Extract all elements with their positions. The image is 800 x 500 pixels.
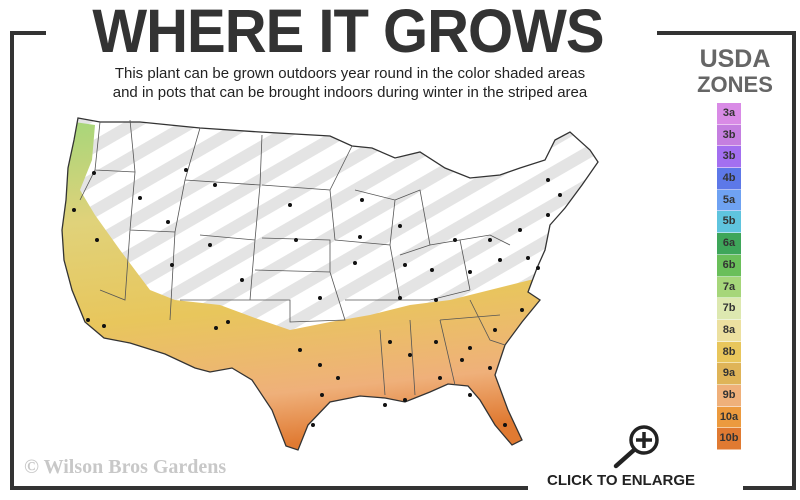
city-marker — [493, 328, 497, 332]
city-marker — [488, 366, 492, 370]
state-borders — [79, 119, 511, 396]
city-marker — [240, 278, 244, 282]
city-marker — [434, 298, 438, 302]
city-marker — [214, 326, 218, 330]
city-marker — [383, 403, 387, 407]
frame-left — [10, 31, 14, 489]
city-marker — [546, 213, 550, 217]
legend-zone-5b: 5b — [717, 211, 741, 234]
legend-zone-9a: 9a — [717, 363, 741, 385]
legend-zone-6a: 6a — [717, 233, 741, 255]
city-marker — [318, 363, 322, 367]
city-marker — [453, 238, 457, 242]
city-marker — [318, 296, 322, 300]
legend-title: USDA ZONES — [682, 46, 788, 98]
legend-zone-7b: 7b — [717, 298, 741, 320]
city-marker — [434, 340, 438, 344]
legend-zone-3a: 3a — [717, 103, 741, 125]
legend-zone-8a: 8a — [717, 319, 741, 342]
frame-bottom-left — [10, 486, 528, 490]
legend-zone-10b: 10b — [717, 428, 741, 450]
frame-bottom-right — [743, 486, 796, 490]
page-title: WHERE IT GROWS — [92, 0, 604, 66]
city-marker — [311, 423, 315, 427]
frame-top-right — [657, 31, 796, 35]
city-marker — [298, 348, 302, 352]
city-marker — [460, 358, 464, 362]
city-marker — [336, 376, 340, 380]
frame-top-left — [10, 31, 46, 35]
click-to-enlarge-label: CLICK TO ENLARGE — [547, 472, 696, 489]
legend-zone-9b: 9b — [717, 384, 741, 407]
city-marker — [468, 346, 472, 350]
city-marker — [92, 171, 96, 175]
city-marker — [95, 238, 99, 242]
zoom-in-magnifier-icon — [613, 425, 659, 469]
city-markers — [72, 168, 562, 427]
city-marker — [294, 238, 298, 242]
click-to-enlarge-button[interactable]: CLICK TO ENLARGE — [540, 420, 740, 492]
legend-zone-3b: 3b — [717, 124, 741, 147]
legend-zone-8b: 8b — [717, 341, 741, 364]
city-marker — [558, 193, 562, 197]
city-marker — [86, 318, 90, 322]
legend-zone-5a: 5a — [717, 189, 741, 212]
usda-zone-legend: 3a 3b 3b 4b 5a 5b 6a 6b 7a 7b 8a 8b 9a 9b 10a 10b — [717, 103, 741, 450]
city-marker — [403, 263, 407, 267]
city-marker — [546, 178, 550, 182]
city-marker — [526, 256, 530, 260]
legend-title-usda: USDA — [699, 45, 771, 73]
city-marker — [438, 376, 442, 380]
city-marker — [102, 324, 106, 328]
city-marker — [213, 183, 217, 187]
city-marker — [520, 308, 524, 312]
city-marker — [488, 238, 492, 242]
city-marker — [184, 168, 188, 172]
city-marker — [503, 423, 507, 427]
frame-right — [792, 31, 796, 489]
city-marker — [138, 196, 142, 200]
city-marker — [398, 224, 402, 228]
city-marker — [208, 243, 212, 247]
city-marker — [72, 208, 76, 212]
city-marker — [388, 340, 392, 344]
city-marker — [498, 258, 502, 262]
city-marker — [170, 263, 174, 267]
subtitle-line-2: and in pots that can be brought indoors … — [112, 84, 588, 101]
city-marker — [403, 398, 407, 402]
city-marker — [358, 235, 362, 239]
subtitle: This plant can be grown outdoors year ro… — [40, 64, 660, 102]
city-marker — [166, 220, 170, 224]
city-marker — [360, 198, 364, 202]
legend-zone-6b: 6b — [717, 254, 741, 277]
city-marker — [536, 266, 540, 270]
city-marker — [226, 320, 230, 324]
city-marker — [408, 353, 412, 357]
city-marker — [288, 203, 292, 207]
copyright-watermark: © Wilson Bros Gardens — [24, 456, 227, 478]
city-marker — [468, 270, 472, 274]
legend-zone-3b: 3b — [717, 146, 741, 169]
city-marker — [320, 393, 324, 397]
subtitle-line-1: This plant can be grown outdoors year ro… — [114, 65, 586, 82]
city-marker — [468, 393, 472, 397]
city-marker — [398, 296, 402, 300]
legend-zone-7a: 7a — [717, 276, 741, 299]
legend-zone-10a: 10a — [717, 406, 741, 429]
city-marker — [518, 228, 522, 232]
legend-title-zones: ZONES — [697, 72, 773, 97]
city-marker — [353, 261, 357, 265]
city-marker — [430, 268, 434, 272]
legend-zone-4b: 4b — [717, 168, 741, 190]
